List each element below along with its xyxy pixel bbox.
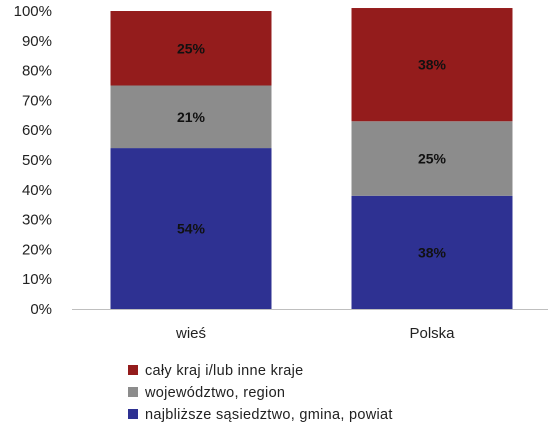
- y-tick-label: 70%: [22, 92, 52, 109]
- legend-swatch-caly-kraj-i-lub-inne-kraje: [128, 365, 138, 375]
- bar-segment-wies-caly-kraj-i-lub-inne-kraje: [110, 11, 272, 86]
- x-axis: wieś Polska: [175, 325, 455, 342]
- data-label-wies-najblizsze-sasiedztwo-gmina-powiat: 54%: [177, 221, 206, 237]
- y-tick-label: 10%: [22, 271, 52, 288]
- bars: [110, 8, 513, 309]
- bar-segment-wies-najblizsze-sasiedztwo-gmina-powiat: [110, 148, 272, 309]
- legend-swatch-najblizsze-sasiedztwo-gmina-powiat: [128, 409, 138, 419]
- category-label-polska: Polska: [409, 325, 455, 342]
- y-tick-label: 40%: [22, 182, 52, 199]
- bar-segment-polska-wojewodztwo-region: [351, 121, 513, 196]
- y-tick-label: 0%: [30, 301, 52, 318]
- data-label-polska-caly-kraj-i-lub-inne-kraje: 38%: [418, 57, 447, 73]
- data-label-wies-wojewodztwo-region: 21%: [177, 109, 206, 125]
- data-label-wies-caly-kraj-i-lub-inne-kraje: 25%: [177, 40, 206, 56]
- bar-segment-polska-caly-kraj-i-lub-inne-kraje: [351, 8, 513, 122]
- y-tick-label: 50%: [22, 152, 52, 169]
- y-tick-label: 100%: [14, 3, 52, 20]
- bar-segment-polska-najblizsze-sasiedztwo-gmina-powiat: [351, 195, 513, 309]
- y-tick-label: 60%: [22, 122, 52, 139]
- y-tick-label: 90%: [22, 33, 52, 50]
- legend-swatch-wojewodztwo-region: [128, 387, 138, 397]
- y-tick-label: 20%: [22, 241, 52, 258]
- bar-segment-wies-wojewodztwo-region: [110, 85, 272, 149]
- y-axis: 0% 10% 20% 30% 40% 50% 60% 70% 80% 90% 100%: [14, 3, 52, 318]
- data-label-polska-wojewodztwo-region: 25%: [418, 151, 447, 167]
- category-label-wies: wieś: [175, 325, 206, 342]
- data-label-polska-najblizsze-sasiedztwo-gmina-powiat: 38%: [418, 244, 447, 260]
- legend-label-najblizsze-sasiedztwo-gmina-powiat: najbliższe sąsiedztwo, gmina, powiat: [145, 407, 393, 423]
- legend: cały kraj i/lub inne kraje województwo, r…: [128, 363, 393, 423]
- y-tick-label: 30%: [22, 212, 52, 229]
- y-tick-label: 80%: [22, 63, 52, 80]
- data-labels: 54% 21% 25% 38% 25% 38%: [177, 40, 447, 260]
- legend-label-wojewodztwo-region: województwo, region: [144, 385, 285, 401]
- legend-label-caly-kraj-i-lub-inne-kraje: cały kraj i/lub inne kraje: [145, 363, 304, 379]
